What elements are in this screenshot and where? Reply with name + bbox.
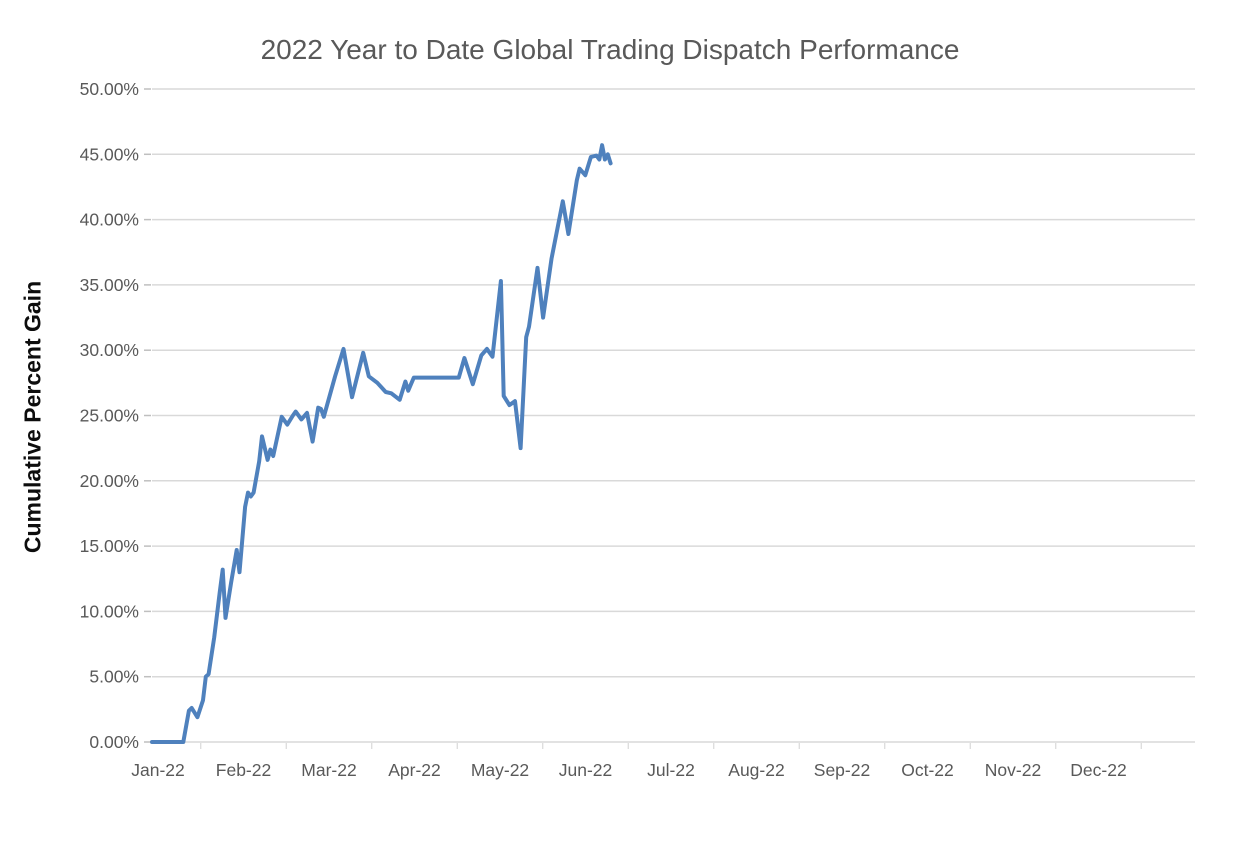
y-tick-label: 50.00% xyxy=(80,79,139,99)
x-tick-label: Jan-22 xyxy=(131,760,185,780)
y-tick-label: 40.00% xyxy=(80,210,139,230)
x-tick-label: Feb-22 xyxy=(216,760,271,780)
y-tick-label: 35.00% xyxy=(80,275,139,295)
y-tick-label: 45.00% xyxy=(80,144,139,164)
y-tick-label: 30.00% xyxy=(80,340,139,360)
x-tick-label: Apr-22 xyxy=(388,760,441,780)
x-tick-label: Oct-22 xyxy=(901,760,954,780)
x-tick-label: Nov-22 xyxy=(985,760,1041,780)
x-tick-label: Dec-22 xyxy=(1070,760,1126,780)
chart-title: 2022 Year to Date Global Trading Dispatc… xyxy=(260,34,960,65)
x-tick-label: Mar-22 xyxy=(301,760,356,780)
x-tick-label: Aug-22 xyxy=(728,760,784,780)
x-tick-label: May-22 xyxy=(471,760,529,780)
x-tick-label: Sep-22 xyxy=(814,760,870,780)
x-tick-label: Jul-22 xyxy=(647,760,695,780)
y-tick-label: 25.00% xyxy=(80,406,139,426)
performance-line xyxy=(150,143,613,744)
x-tick-label: Jun-22 xyxy=(559,760,613,780)
y-tick-label: 15.00% xyxy=(80,536,139,556)
y-tick-label: 5.00% xyxy=(89,667,139,687)
y-tick-label: 10.00% xyxy=(80,601,139,621)
y-tick-label: 0.00% xyxy=(89,732,139,752)
y-tick-label: 20.00% xyxy=(80,471,139,491)
